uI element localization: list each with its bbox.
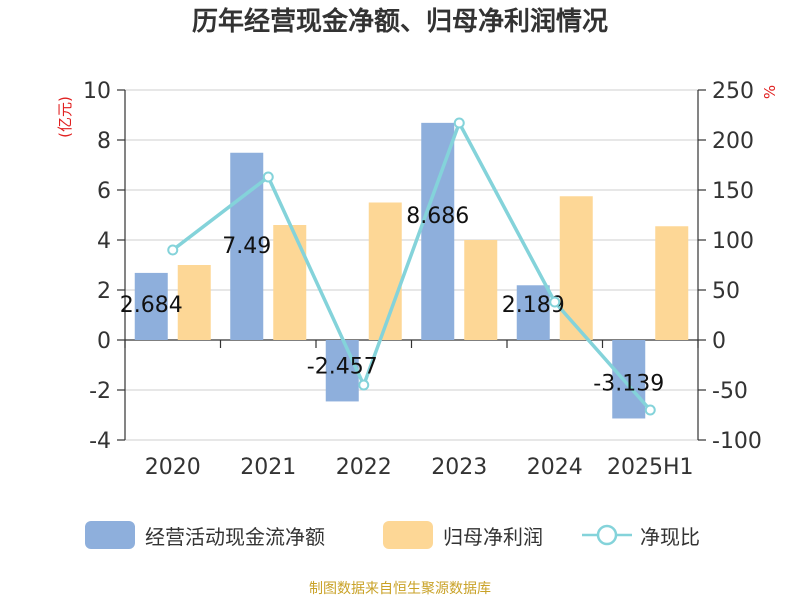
x-tick-label: 2025H1 [607,455,694,480]
y-left-tick-label: -4 [89,429,111,454]
y-right-tick-label: 100 [712,229,754,254]
legend-label-cashflow: 经营活动现金流净额 [145,524,325,549]
y-left-tick-label: 10 [83,79,111,104]
y-left-axis-label: (亿元) [56,96,74,138]
y-right-tick-label: 200 [712,129,754,154]
y-right-tick-label: -100 [712,429,762,454]
bar-cashflow[interactable] [612,340,646,419]
point-ratio[interactable] [644,404,656,416]
y-left-tick-label: 0 [97,329,111,354]
x-tick-label: 2022 [336,455,392,480]
legend-label-net-profit: 归母净利润 [443,524,543,549]
line-ratio [171,118,652,412]
point-ratio[interactable] [453,117,465,129]
bar-net-profit[interactable] [177,265,211,340]
y-left-tick-label: -2 [89,379,111,404]
y-left-tick-label: 4 [97,229,111,254]
point-ratio[interactable] [549,296,561,308]
legend-label-ratio: 净现比 [640,524,700,549]
legend-swatch-net-profit [383,521,433,549]
y-right-tick-label: 0 [712,329,726,354]
legend-swatch-cashflow [85,521,135,549]
bar-cashflow[interactable] [516,285,550,340]
legend-item-cashflow[interactable]: 经营活动现金流净额 [85,518,325,552]
x-tick-label: 2021 [240,455,296,480]
y-left-tick-label: 2 [97,279,111,304]
bar-net-profit[interactable] [368,202,402,341]
point-ratio[interactable] [358,379,370,391]
source-note: 制图数据来自恒生聚源数据库 [309,581,491,597]
x-tick-label: 2023 [431,455,487,480]
point-ratio[interactable] [262,171,274,183]
legend-item-net-profit[interactable]: 归母净利润 [383,518,543,552]
bar-net-profit[interactable] [464,240,498,340]
y-right-tick-label: -50 [712,379,748,404]
point-ratio[interactable] [167,244,179,256]
data-label-cashflow: -3.139 [593,371,664,396]
data-label-cashflow: 8.686 [406,204,469,229]
bar-cashflow[interactable] [325,340,359,402]
y-left-tick-label: 8 [97,129,111,154]
bar-net-profit[interactable] [559,196,593,340]
y-left-tick-label: 6 [97,179,111,204]
bar-cashflow[interactable] [421,122,455,340]
y-right-tick-label: 250 [712,79,754,104]
legend-item-ratio[interactable]: 净现比 [582,518,700,552]
data-label-cashflow: 2.684 [120,293,183,318]
x-tick-label: 2020 [145,455,201,480]
x-tick-label: 2024 [527,455,583,480]
bar-net-profit[interactable] [273,225,307,340]
chart-title: 历年经营现金净额、归母净利润情况 [191,7,608,37]
y-right-axis-label: % [761,85,779,99]
data-label-cashflow: 7.49 [222,234,271,259]
data-label-cashflow: -2.457 [307,354,378,379]
legend-swatch-ratio [582,524,632,546]
bar-cashflow[interactable] [134,272,168,340]
bar-net-profit[interactable] [655,226,689,340]
y-right-tick-label: 50 [712,279,740,304]
y-right-tick-label: 150 [712,179,754,204]
